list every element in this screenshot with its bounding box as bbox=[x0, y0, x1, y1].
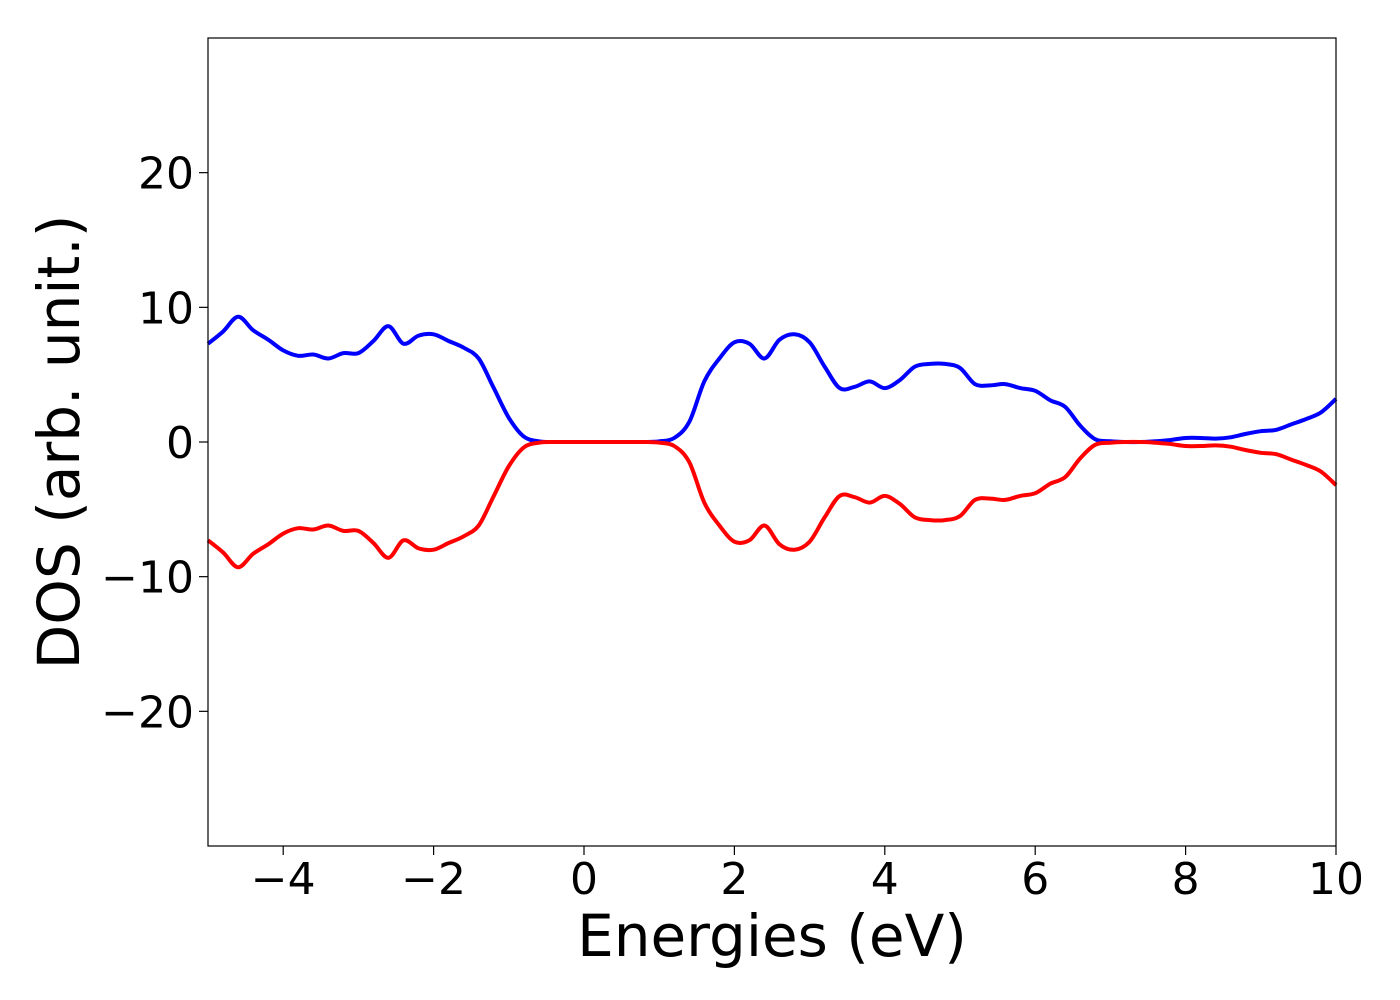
y-axis-ticks: 20 10 0 −10 −20 bbox=[101, 149, 208, 738]
x-axis-ticks: −4 −2 0 2 4 6 8 10 bbox=[251, 846, 1364, 905]
x-tick-label: 0 bbox=[570, 854, 598, 905]
y-tick-label: −10 bbox=[101, 553, 194, 604]
y-tick-label: 0 bbox=[166, 418, 194, 469]
x-tick-label: 4 bbox=[871, 854, 899, 905]
x-tick-label: −2 bbox=[401, 854, 466, 905]
y-tick-label: 10 bbox=[138, 283, 194, 334]
series-line-spin-down bbox=[206, 439, 1338, 570]
y-axis-label: DOS (arb. unit.) bbox=[25, 215, 93, 670]
x-tick-label: −4 bbox=[251, 854, 316, 905]
y-tick-label: −20 bbox=[101, 687, 194, 738]
series-layer bbox=[206, 314, 1338, 570]
y-tick-label: 20 bbox=[138, 149, 194, 200]
x-tick-label: 6 bbox=[1021, 854, 1049, 905]
x-tick-label: 2 bbox=[720, 854, 748, 905]
x-tick-label: 10 bbox=[1308, 854, 1364, 905]
x-axis-label: Energies (eV) bbox=[577, 902, 967, 970]
x-tick-label: 8 bbox=[1172, 854, 1200, 905]
